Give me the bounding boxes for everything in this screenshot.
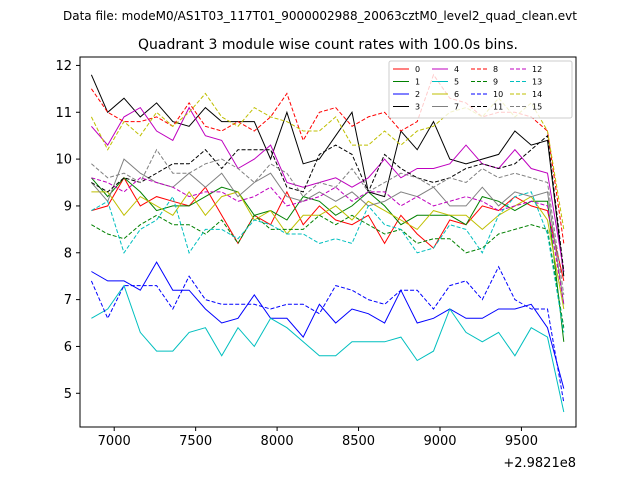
legend-label-14: 14 [532, 90, 542, 99]
legend-label-7: 7 [454, 103, 459, 112]
legend-label-3: 3 [415, 103, 420, 112]
series-layer [90, 73, 565, 413]
series-line-7 [91, 158, 565, 305]
y-tick-label: 5 [64, 387, 72, 402]
legend-label-2: 2 [415, 90, 420, 99]
suptitle: Data file: modeM0/AS1T03_117T01_90000029… [63, 9, 577, 23]
plot-frame [79, 56, 577, 428]
legend-label-0: 0 [415, 65, 420, 74]
legend-label-15: 15 [532, 103, 542, 112]
series-line-0 [91, 176, 565, 282]
legend-label-5: 5 [454, 78, 459, 87]
legend-label-9: 9 [493, 78, 498, 87]
legend-label-6: 6 [454, 90, 459, 99]
x-tick-label: 8500 [342, 434, 375, 449]
legend-label-12: 12 [532, 65, 542, 74]
series-line-3 [90, 74, 565, 277]
legend-label-4: 4 [454, 65, 459, 74]
y-tick-label: 6 [64, 340, 72, 355]
x-tick-label: 8000 [261, 434, 294, 449]
x-tick-label: 7000 [98, 434, 131, 449]
y-tick-label: 9 [64, 199, 72, 214]
legend-label-8: 8 [493, 65, 498, 74]
legend-label-10: 10 [493, 90, 503, 99]
series-line-10 [90, 265, 565, 403]
series-line-15 [91, 148, 565, 295]
x-tick-label: 9000 [423, 434, 456, 449]
series-line-4 [91, 106, 565, 272]
series-line-11 [91, 134, 565, 272]
x-tick-label: 9500 [505, 434, 538, 449]
series-line-12 [91, 177, 565, 305]
legend-label-11: 11 [493, 103, 503, 112]
series-line-6 [91, 191, 565, 310]
x-offset-label: +2.9821e8 [503, 456, 576, 471]
y-tick-label: 7 [64, 293, 72, 308]
x-tick-label: 7500 [179, 434, 212, 449]
series-line-13 [91, 191, 565, 333]
legend-label-1: 1 [415, 78, 420, 87]
y-tick-label: 8 [64, 246, 72, 261]
series-line-1 [91, 177, 565, 342]
chart-title: Quadrant 3 module wise count rates with … [138, 37, 518, 53]
y-tick-label: 10 [55, 153, 72, 168]
y-tick-label: 12 [55, 59, 72, 74]
legend-label-13: 13 [532, 78, 542, 87]
y-tick-label: 11 [55, 106, 72, 121]
legend-box [388, 60, 573, 119]
series-line-5 [91, 284, 565, 413]
series-line-2 [91, 261, 565, 389]
